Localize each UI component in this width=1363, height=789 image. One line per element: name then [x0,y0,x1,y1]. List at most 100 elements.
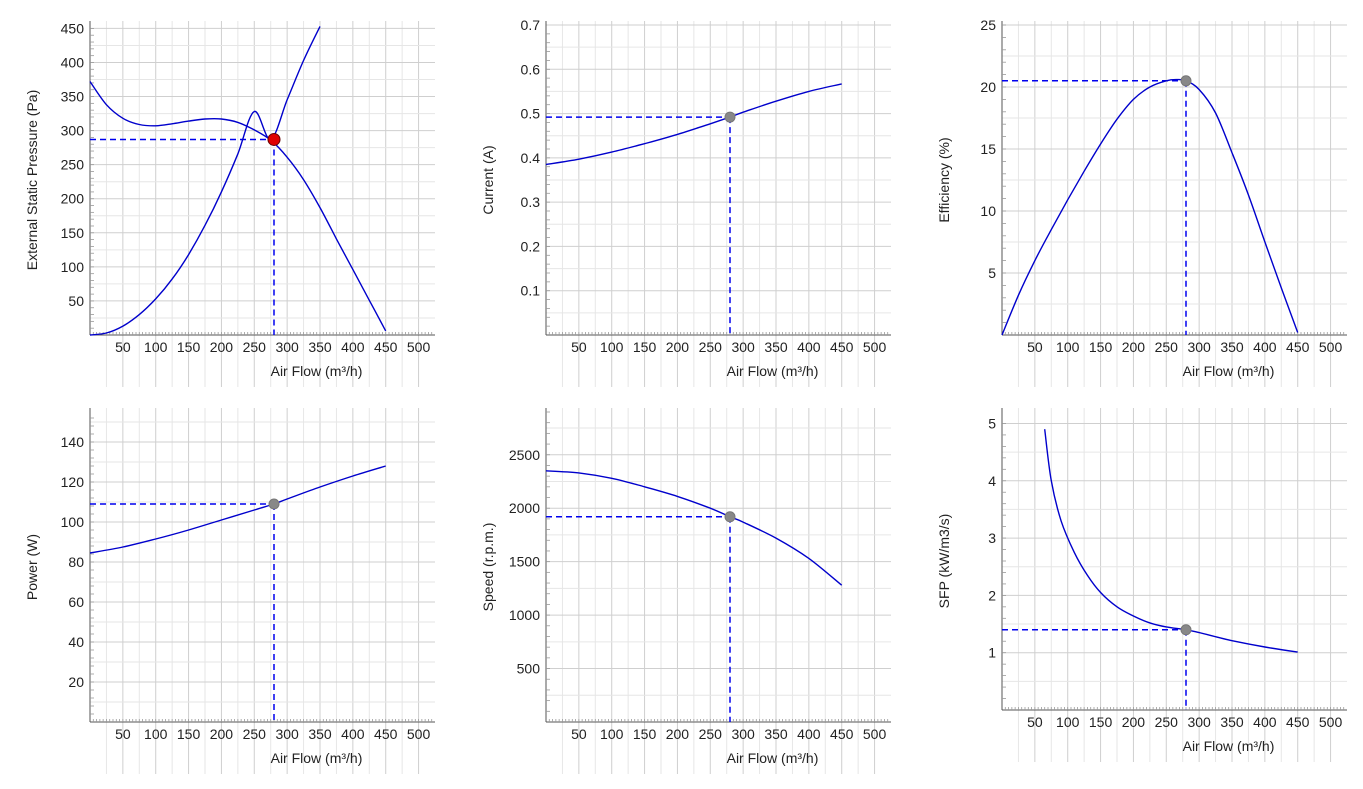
x-tick-label: 200 [210,339,234,355]
x-tick-label: 450 [1286,339,1310,355]
y-tick-label: 5 [988,265,996,281]
pressure-chart: 50 100 150 200 250 300 350 400 450 500 50 100 150 200… [24,20,435,387]
y-tick-label: 500 [517,661,541,677]
y-tick-label: 80 [68,554,84,570]
y-tick-label: 1500 [509,554,540,570]
series-line-0 [1001,78,1299,336]
x-tick-label: 300 [1187,339,1211,355]
x-tick-label: 250 [699,339,723,355]
series-line-0 [89,81,387,332]
series-line-0 [545,83,842,166]
operating-point-marker [724,111,736,123]
x-tick-label: 250 [699,726,723,742]
x-tick-label: 450 [374,339,398,355]
y-tick-label: 0.7 [521,17,541,33]
x-tick-label: 350 [308,339,332,355]
x-tick-label: 350 [308,726,332,742]
x-tick-label: 400 [1253,339,1277,355]
plot-area: 50 100 150 200 250 300 350 400 450 500 50 100 150 200… [24,20,435,387]
y-tick-label: 1000 [509,607,540,623]
y-tick-label: 150 [61,225,85,241]
x-tick-label: 200 [1122,714,1146,730]
y-axis-title: Current (A) [480,145,496,214]
y-tick-label: 20 [68,674,84,690]
x-tick-label: 500 [407,726,431,742]
plot-area: 50 100 150 200 250 300 350 400 450 500 500 1000 1500… [480,408,891,774]
x-tick-label: 150 [1089,714,1113,730]
x-axis-title: Air Flow (m³/h) [271,750,363,766]
x-tick-label: 250 [1155,339,1179,355]
operating-point-marker [1180,75,1192,87]
y-tick-label: 4 [988,473,996,489]
y-tick-label: 120 [61,474,85,490]
power-chart: 50 100 150 200 250 300 350 400 450 500 20 40 60 80 100… [24,408,435,774]
y-tick-label: 200 [61,191,85,207]
y-tick-label: 100 [61,259,85,275]
x-tick-label: 250 [243,339,267,355]
series-line-0 [545,470,843,586]
x-axis-title: Air Flow (m³/h) [271,363,363,379]
x-tick-label: 150 [633,339,657,355]
x-axis-title: Air Flow (m³/h) [727,363,819,379]
y-axis-title: Power (W) [24,534,40,600]
x-tick-label: 250 [243,726,267,742]
plot-area: 50 100 150 200 250 300 350 400 450 500 0.1 0.2 0.3 0.… [480,17,891,387]
y-tick-label: 2000 [509,500,540,516]
y-tick-label: 1 [988,645,996,661]
x-tick-label: 100 [144,339,168,355]
x-axis-title: Air Flow (m³/h) [1183,363,1275,379]
x-tick-label: 150 [177,339,201,355]
y-tick-label: 2500 [509,447,540,463]
x-tick-label: 450 [830,339,854,355]
x-tick-label: 500 [863,339,887,355]
y-tick-label: 0.3 [521,194,541,210]
x-tick-label: 150 [1089,339,1113,355]
x-tick-label: 300 [1187,714,1211,730]
x-tick-label: 450 [374,726,398,742]
x-tick-label: 100 [600,726,624,742]
operating-point-marker [267,132,281,146]
y-tick-label: 300 [61,123,85,139]
operating-point-marker [1180,624,1192,636]
x-axis-title: Air Flow (m³/h) [1183,738,1275,754]
y-tick-label: 0.1 [521,283,541,299]
x-axis-title: Air Flow (m³/h) [727,750,819,766]
x-tick-label: 400 [341,339,365,355]
x-tick-label: 300 [275,726,299,742]
sfp-chart: 50 100 150 200 250 300 350 400 450 500 1 2 3 4 5 Air Fl… [936,408,1347,762]
x-tick-label: 350 [1220,714,1244,730]
y-tick-label: 100 [61,514,85,530]
x-tick-label: 100 [1056,714,1080,730]
speed-chart: 50 100 150 200 250 300 350 400 450 500 500 1000 1500… [480,408,891,774]
y-tick-label: 250 [61,157,85,173]
x-tick-label: 350 [764,339,788,355]
y-tick-label: 450 [61,20,85,36]
y-axis-title: Speed (r.p.m.) [480,523,496,612]
y-tick-label: 40 [68,634,84,650]
series-line-1 [89,26,321,336]
x-tick-label: 150 [633,726,657,742]
series-line-0 [1044,429,1298,653]
y-tick-label: 140 [61,434,85,450]
x-tick-label: 100 [600,339,624,355]
plot-area: 50 100 150 200 250 300 350 400 450 500 1 2 3 4 5 Air Fl… [936,408,1347,762]
x-tick-label: 250 [1155,714,1179,730]
x-tick-label: 500 [1319,714,1343,730]
x-tick-label: 50 [1027,339,1043,355]
y-tick-label: 5 [988,415,996,431]
y-tick-label: 0.4 [521,150,541,166]
x-tick-label: 300 [731,339,755,355]
x-tick-label: 200 [1122,339,1146,355]
x-tick-label: 50 [571,339,587,355]
plot-area: 50 100 150 200 250 300 350 400 450 500 20 40 60 80 100… [24,408,435,774]
x-tick-label: 300 [275,339,299,355]
x-tick-label: 150 [177,726,201,742]
x-tick-label: 400 [797,339,821,355]
x-tick-label: 400 [797,726,821,742]
x-tick-label: 200 [666,726,690,742]
x-tick-label: 450 [1286,714,1310,730]
operating-point-marker [724,511,736,523]
y-tick-label: 20 [980,79,996,95]
series-line-0 [89,465,386,554]
